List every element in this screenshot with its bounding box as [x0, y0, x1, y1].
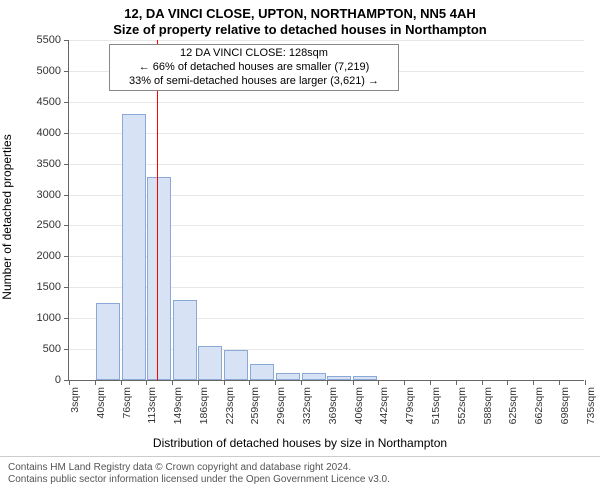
y-tick-label: 1500 — [37, 281, 69, 293]
property-annotation-box: 12 DA VINCI CLOSE: 128sqm ← 66% of detac… — [109, 44, 399, 91]
y-tick-label: 3500 — [37, 158, 69, 170]
histogram-bar — [327, 376, 351, 380]
y-tick-label: 2500 — [37, 219, 69, 231]
x-tick-mark — [146, 380, 147, 385]
histogram-bar — [147, 177, 171, 380]
footer-attribution: Contains HM Land Registry data © Crown c… — [0, 458, 600, 486]
x-tick-label: 552sqm — [454, 387, 468, 424]
x-tick-mark — [275, 380, 276, 385]
histogram-bar — [250, 364, 274, 380]
chart-container: 12, DA VINCI CLOSE, UPTON, NORTHAMPTON, … — [0, 0, 600, 500]
histogram-bar — [302, 373, 326, 380]
y-axis-label: Number of detached properties — [0, 117, 14, 317]
x-tick-label: 259sqm — [247, 387, 261, 424]
x-tick-mark — [69, 380, 70, 385]
x-tick-label: 76sqm — [119, 387, 133, 419]
footer-line2: Contains public sector information licen… — [8, 474, 592, 486]
x-tick-mark — [430, 380, 431, 385]
annotation-line3: 33% of semi-detached houses are larger (… — [118, 75, 390, 89]
grid-line — [69, 133, 584, 134]
y-tick-label: 500 — [43, 343, 69, 355]
footer-line1: Contains HM Land Registry data © Crown c… — [8, 462, 592, 474]
x-tick-mark — [95, 380, 96, 385]
grid-line — [69, 40, 584, 41]
x-tick-label: 479sqm — [402, 387, 416, 424]
x-tick-label: 3sqm — [67, 387, 81, 413]
y-tick-label: 5000 — [37, 65, 69, 77]
x-tick-mark — [121, 380, 122, 385]
plot-area: 0500100015002000250030003500400045005000… — [68, 40, 584, 381]
x-tick-label: 735sqm — [583, 387, 597, 424]
grid-line — [69, 102, 584, 103]
chart-title-line1: 12, DA VINCI CLOSE, UPTON, NORTHAMPTON, … — [0, 6, 600, 21]
x-tick-label: 113sqm — [144, 387, 158, 424]
histogram-bar — [173, 300, 197, 380]
y-tick-label: 1000 — [37, 312, 69, 324]
histogram-bar — [276, 373, 300, 380]
x-tick-mark — [378, 380, 379, 385]
x-tick-mark — [559, 380, 560, 385]
histogram-bar — [224, 350, 248, 380]
y-tick-label: 4500 — [37, 96, 69, 108]
x-tick-mark — [404, 380, 405, 385]
x-tick-label: 369sqm — [325, 387, 339, 424]
histogram-bar — [198, 346, 222, 380]
histogram-bar — [96, 303, 120, 380]
x-axis-label: Distribution of detached houses by size … — [0, 436, 600, 450]
x-tick-mark — [327, 380, 328, 385]
x-tick-label: 40sqm — [93, 387, 107, 419]
histogram-bar — [122, 114, 146, 380]
x-tick-mark — [224, 380, 225, 385]
x-tick-label: 186sqm — [196, 387, 210, 424]
x-tick-mark — [507, 380, 508, 385]
x-tick-label: 698sqm — [557, 387, 571, 424]
x-tick-label: 588sqm — [480, 387, 494, 424]
x-tick-mark — [249, 380, 250, 385]
x-tick-mark — [482, 380, 483, 385]
x-tick-mark — [456, 380, 457, 385]
y-tick-label: 4000 — [37, 127, 69, 139]
x-tick-label: 332sqm — [299, 387, 313, 424]
x-tick-label: 662sqm — [531, 387, 545, 424]
y-tick-label: 2000 — [37, 250, 69, 262]
x-tick-mark — [533, 380, 534, 385]
x-tick-label: 406sqm — [351, 387, 365, 424]
x-tick-label: 625sqm — [505, 387, 519, 424]
footer-divider — [0, 456, 600, 457]
x-tick-label: 515sqm — [428, 387, 442, 424]
x-tick-mark — [172, 380, 173, 385]
histogram-bar — [353, 376, 377, 380]
x-tick-label: 442sqm — [376, 387, 390, 424]
annotation-line2: ← 66% of detached houses are smaller (7,… — [118, 61, 390, 75]
x-tick-label: 296sqm — [273, 387, 287, 424]
y-tick-label: 0 — [55, 374, 69, 386]
x-tick-mark — [585, 380, 586, 385]
grid-line — [69, 164, 584, 165]
annotation-line1: 12 DA VINCI CLOSE: 128sqm — [118, 47, 390, 61]
x-tick-mark — [198, 380, 199, 385]
x-tick-label: 149sqm — [170, 387, 184, 424]
x-tick-mark — [353, 380, 354, 385]
y-tick-label: 5500 — [37, 34, 69, 46]
x-tick-label: 223sqm — [222, 387, 236, 424]
x-tick-mark — [301, 380, 302, 385]
y-tick-label: 3000 — [37, 189, 69, 201]
chart-title-line2: Size of property relative to detached ho… — [0, 22, 600, 37]
